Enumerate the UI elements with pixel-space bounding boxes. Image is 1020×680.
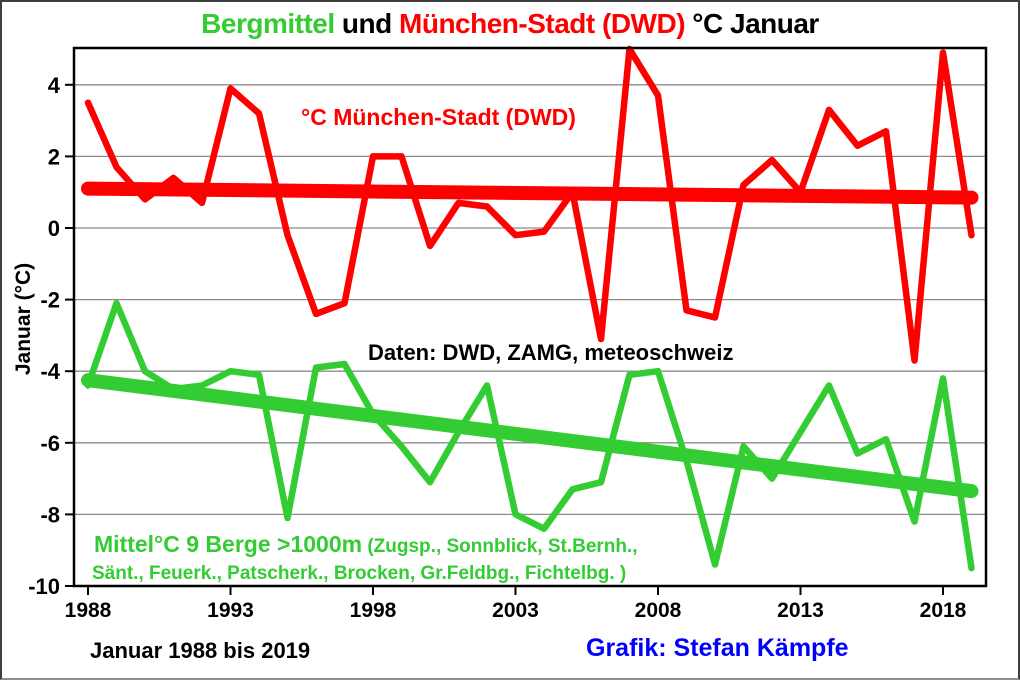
trend-line-berg [81,373,979,499]
plot-frame [72,46,988,588]
series-line-muenchen [84,45,975,364]
title-und: und [334,8,400,39]
y-tick-label: -2 [40,288,60,313]
x-tick-label: 1988 [65,599,112,622]
title-muenchen: München-Stadt (DWD) [399,8,686,39]
y-tick-label: 4 [48,73,61,98]
y-tick-label: 2 [48,144,60,169]
berg-series-label-line2: Sänt., Feuerk., Patscherk., Brocken, Gr.… [92,563,627,584]
muenchen-series-label: °C München-Stadt (DWD) [301,104,576,130]
y-tick-label: -4 [40,359,60,384]
berg-series-label-big: Mittel°C 9 Berge >1000m [94,531,363,557]
x-tick-label: 2008 [635,599,682,622]
data-sources-note: Daten: DWD, ZAMG, meteoschweiz [368,340,734,365]
berg-series-label-small: (Zugsp., Sonnblick, St.Bernh., [362,536,638,557]
series-line-berg [84,299,975,572]
credit-caption: Grafik: Stefan Kämpfe [586,634,849,662]
x-tick-label: 1993 [207,599,254,622]
y-tick-label: 0 [48,216,60,241]
x-tick-label: 2003 [492,599,539,622]
y-tick-label: -8 [40,502,60,527]
x-tick-label: 2013 [777,599,824,622]
title-rest: °C Januar [685,8,819,39]
x-range-caption: Januar 1988 bis 2019 [90,638,311,663]
y-tick-label: -6 [40,431,60,456]
title-bergmittel: Bergmittel [201,8,335,39]
y-tick-label: -10 [28,574,60,599]
y-axis-title: Januar (°C) [12,262,35,376]
berg-series-label-line1: Mittel°C 9 Berge >1000m (Zugsp., Sonnbli… [94,531,638,558]
trend-line-muenchen [81,181,979,205]
chart-title: Bergmittel und München-Stadt (DWD) °C Ja… [2,8,1018,40]
x-tick-label: 2018 [920,599,967,622]
x-tick-label: 1998 [350,599,397,622]
